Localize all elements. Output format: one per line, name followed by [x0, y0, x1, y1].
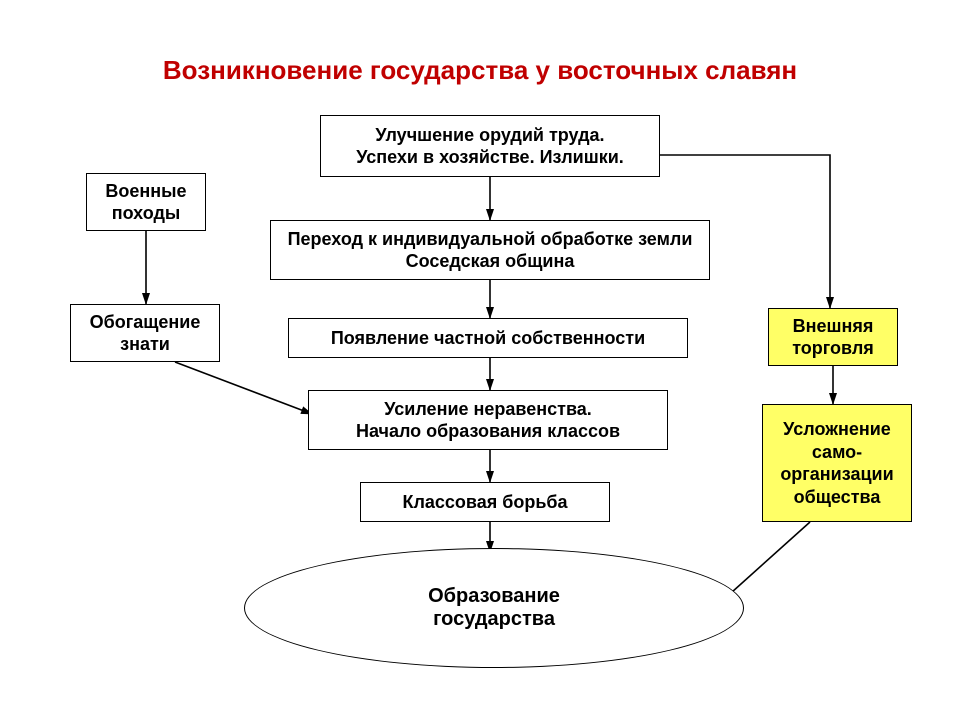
node-society-complexity: Усложнение само- организации общества [762, 404, 912, 522]
node-tools-improvement: Улучшение орудий труда. Успехи в хозяйст… [320, 115, 660, 177]
node-nobility-enrichment: Обогащение знати [70, 304, 220, 362]
node-inequality-classes: Усиление неравенства. Начало образования… [308, 390, 668, 450]
node-state-formation: Образование государства [244, 548, 744, 668]
diagram-title: Возникновение государства у восточных сл… [95, 55, 865, 87]
node-military-campaigns: Военные походы [86, 173, 206, 231]
node-private-property: Появление частной собственности [288, 318, 688, 358]
diagram-canvas: Возникновение государства у восточных сл… [0, 0, 960, 720]
node-foreign-trade: Внешняя торговля [768, 308, 898, 366]
node-class-struggle: Классовая борьба [360, 482, 610, 522]
node-individual-farming: Переход к индивидуальной обработке земли… [270, 220, 710, 280]
